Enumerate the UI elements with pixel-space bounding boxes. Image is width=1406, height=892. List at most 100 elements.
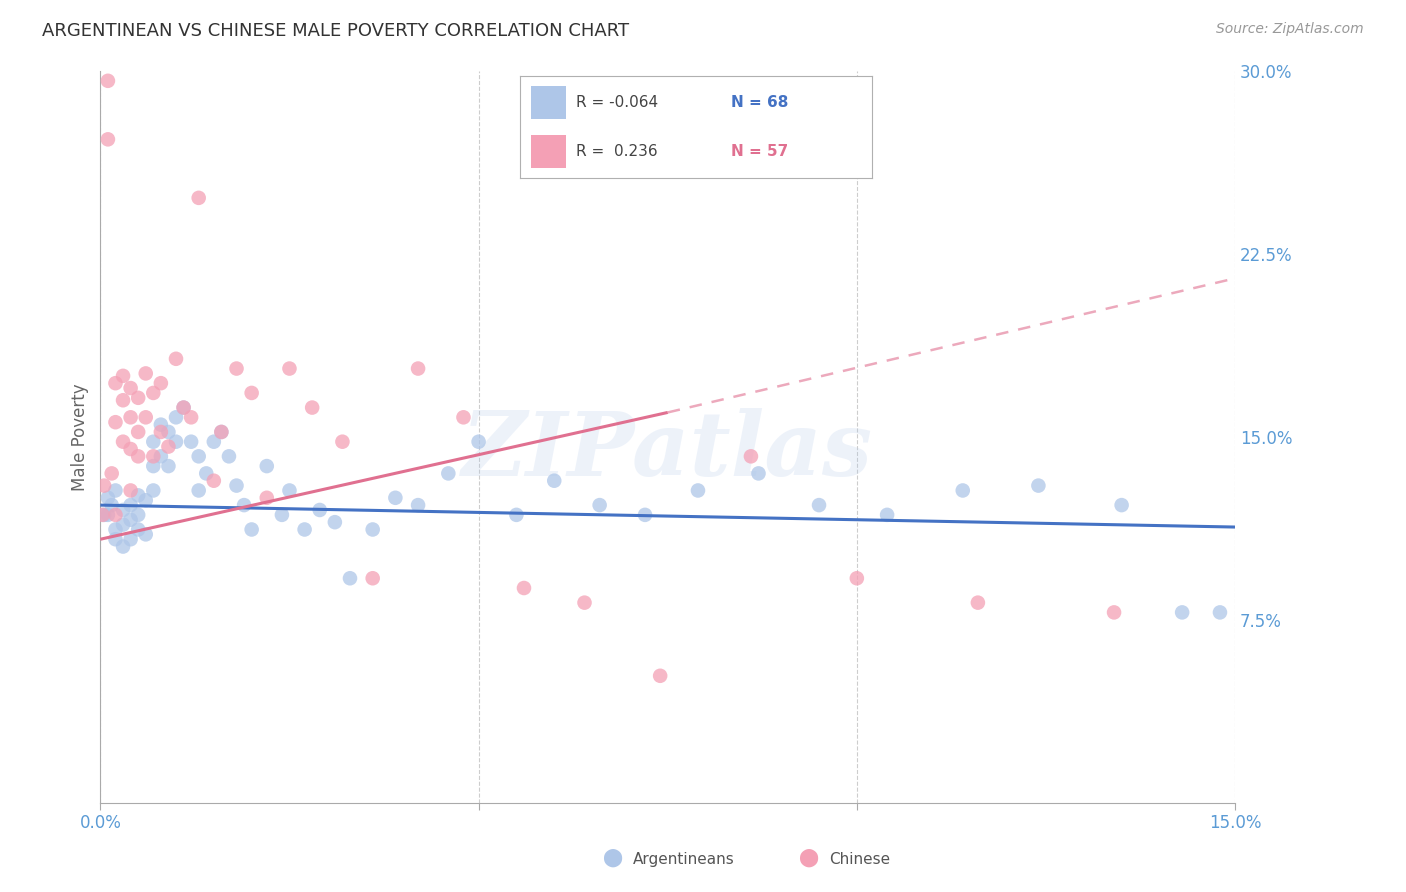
Point [104,376,127,391]
Point [165,434,187,449]
Point [332,434,354,449]
Point [165,351,187,366]
Point [588,498,610,512]
Point [120,381,142,395]
Point [202,474,225,488]
Point [127,425,149,439]
Point [180,434,202,449]
Point [967,596,990,610]
Point [104,533,127,547]
Point [187,191,209,205]
Point [202,434,225,449]
Point [120,513,142,527]
Point [100,467,122,481]
Point [149,417,172,432]
Point [120,442,142,456]
Point [93,478,115,492]
Point [505,508,527,522]
Point [142,450,165,464]
Text: Argentineans: Argentineans [633,852,734,867]
Point [1360,644,1382,658]
Point [149,376,172,391]
Point [240,523,263,537]
Point [361,523,384,537]
Text: ZIPatlas: ZIPatlas [463,409,873,495]
Text: R = -0.064: R = -0.064 [576,95,658,110]
Point [301,401,323,415]
Text: N = 57: N = 57 [731,145,789,160]
Point [93,508,115,522]
Point [157,440,180,454]
Point [112,434,135,449]
Point [467,434,489,449]
Point [845,571,868,585]
Point [100,498,122,512]
Point [120,410,142,425]
Point [112,540,135,554]
Point [97,491,120,505]
Text: R =  0.236: R = 0.236 [576,145,658,160]
Point [650,669,672,683]
Point [256,491,278,505]
Point [1239,417,1261,432]
Point [180,410,202,425]
Text: ARGENTINEAN VS CHINESE MALE POVERTY CORRELATION CHART: ARGENTINEAN VS CHINESE MALE POVERTY CORR… [42,22,630,40]
Point [135,493,157,508]
Text: Source: ZipAtlas.com: Source: ZipAtlas.com [1216,22,1364,37]
Point [256,459,278,474]
Point [278,483,301,498]
Point [173,401,195,415]
Point [952,483,974,498]
Bar [531,136,565,168]
Point [1261,508,1284,522]
Point [142,386,165,401]
Point [406,361,429,376]
Point [1171,606,1194,620]
Point [1292,508,1315,522]
Point [406,498,429,512]
Point [91,508,114,522]
Point [104,483,127,498]
Point [112,393,135,408]
Point [308,503,330,517]
Point [97,132,120,146]
Point [187,450,209,464]
Point [634,508,657,522]
Point [157,459,180,474]
Text: N = 68: N = 68 [731,95,789,110]
Point [1102,606,1125,620]
Point [157,425,180,439]
Point [112,503,135,517]
Point [127,450,149,464]
Point [1247,630,1270,644]
Point [323,515,346,529]
Point [339,571,361,585]
Point [1111,498,1133,512]
Point [808,498,831,512]
Point [543,474,565,488]
Point [233,498,256,512]
Point [127,508,149,522]
Point [112,517,135,532]
Bar [531,87,565,119]
Point [209,425,232,439]
Point [1277,498,1299,512]
Point [135,410,157,425]
Point [686,483,709,498]
Point [127,488,149,502]
Point [278,361,301,376]
Point [453,410,475,425]
Point [513,581,536,595]
Point [104,508,127,522]
Point [127,391,149,405]
Point [187,483,209,498]
Point [97,508,120,522]
Point [149,425,172,439]
Point [361,571,384,585]
Point [142,483,165,498]
Point [384,491,406,505]
Point [165,410,187,425]
Text: ⬤: ⬤ [602,848,621,867]
Point [1028,478,1050,492]
Point [104,523,127,537]
